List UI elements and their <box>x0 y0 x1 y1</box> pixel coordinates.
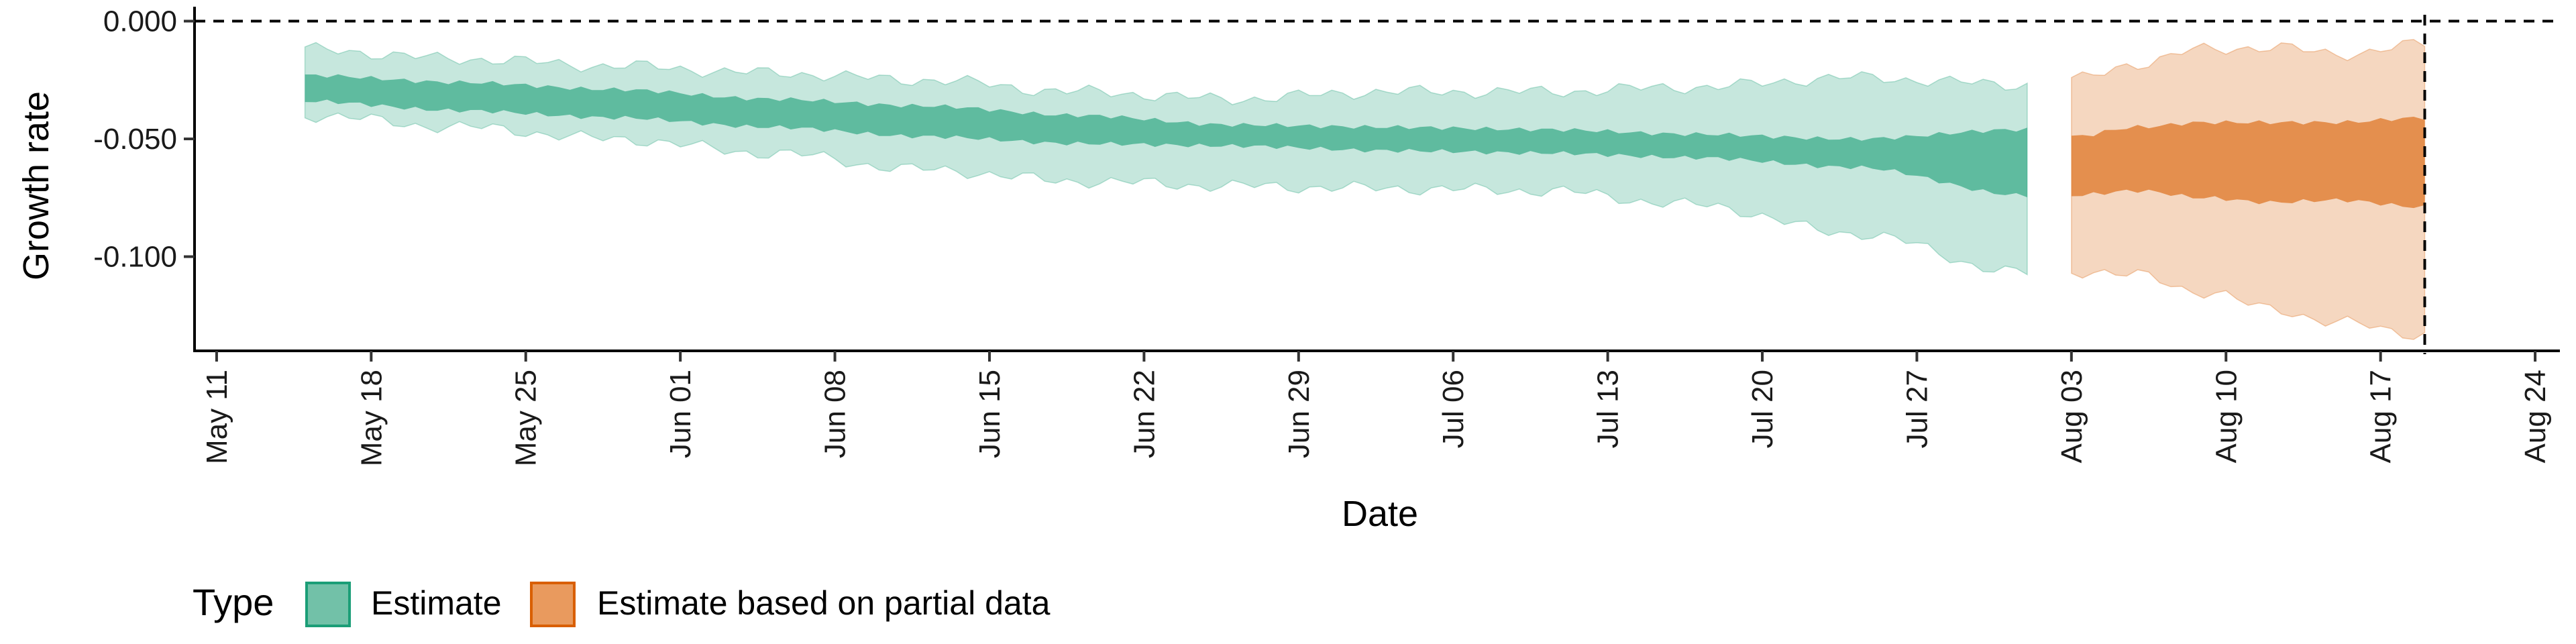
x-tick-label: Jul 13 <box>1592 370 1625 448</box>
x-tick-label: Aug 17 <box>2365 370 2398 463</box>
legend-label-partial: Estimate based on partial data <box>597 584 1051 622</box>
plot-bands <box>304 39 2426 340</box>
y-tick-label: -0.050 <box>93 123 177 156</box>
x-axis-ticks: May 11 May 18 May 25 Jun 01 Jun 08 Jun 15 Jun … <box>201 351 2552 466</box>
x-tick-label: Aug 10 <box>2210 370 2243 463</box>
inner-band-estimate <box>305 74 2027 198</box>
legend-swatch-estimate <box>305 582 351 627</box>
y-axis-ticks: 0.000 -0.050 -0.100 <box>93 5 195 274</box>
x-tick-label: May 25 <box>510 370 543 466</box>
y-axis-title: Growth rate <box>16 91 56 280</box>
y-tick-label: -0.100 <box>93 241 177 274</box>
x-tick-label: Jun 01 <box>664 370 697 458</box>
x-tick-label: May 18 <box>355 370 388 466</box>
axes <box>193 7 2560 352</box>
legend-title: Type <box>193 581 274 623</box>
x-tick-label: Jun 15 <box>973 370 1006 458</box>
x-tick-label: Jul 27 <box>1900 370 1933 448</box>
x-tick-label: Jun 08 <box>819 370 852 458</box>
x-axis-title: Date <box>1342 494 1418 534</box>
legend-swatch-partial <box>530 582 576 627</box>
x-tick-label: Aug 03 <box>2055 370 2088 463</box>
legend-label-estimate: Estimate <box>371 584 502 622</box>
inner-band-partial-data <box>2071 117 2425 209</box>
legend: Type Estimate Estimate based on partial … <box>193 581 1051 627</box>
x-tick-label: Jul 06 <box>1437 370 1470 448</box>
y-tick-label: 0.000 <box>103 5 177 38</box>
x-tick-label: Jul 20 <box>1746 370 1779 448</box>
x-tick-label: May 11 <box>201 370 233 464</box>
reference-lines <box>195 15 2557 354</box>
x-tick-label: Aug 24 <box>2519 370 2552 463</box>
x-tick-label: Jun 22 <box>1128 370 1161 458</box>
x-tick-label: Jun 29 <box>1283 370 1316 458</box>
